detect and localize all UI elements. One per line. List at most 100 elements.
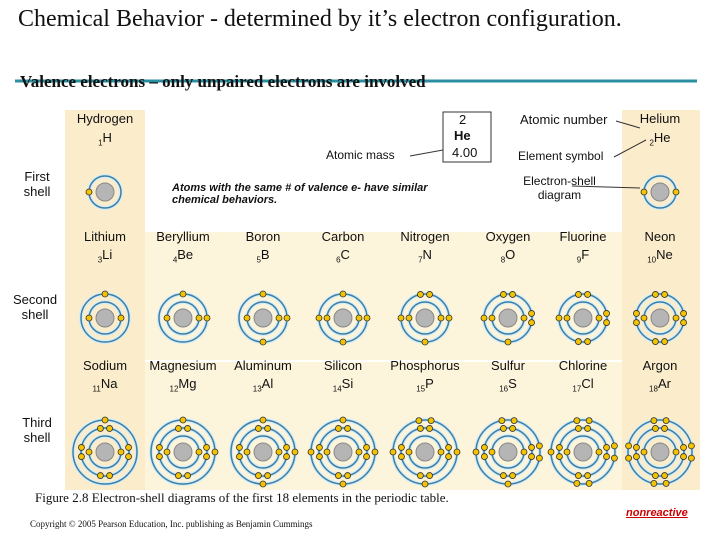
electron <box>509 472 516 479</box>
caption: Figure 2.8 Electron-shell diagrams of th… <box>35 490 449 505</box>
electron <box>355 314 363 322</box>
electron <box>163 448 171 456</box>
electron <box>661 425 668 432</box>
electron <box>203 453 210 460</box>
electron <box>97 472 104 479</box>
shell-ring <box>483 427 533 477</box>
element-symbol-line: 10Ne <box>620 247 700 265</box>
electron <box>371 448 379 456</box>
electron <box>291 448 299 456</box>
shell-ring <box>635 293 685 343</box>
electron <box>415 417 423 424</box>
electron <box>640 188 648 196</box>
title: Chemical Behavior - determined by it’s e… <box>18 6 622 32</box>
electron <box>344 425 351 432</box>
nucleus <box>650 182 670 202</box>
electron <box>472 448 480 456</box>
nucleus <box>573 442 593 462</box>
element-symbol-line: 13Al <box>223 376 303 394</box>
electron <box>500 425 507 432</box>
element-name: Nitrogen <box>400 229 450 244</box>
nucleus <box>173 442 193 462</box>
atomic-number: 9 <box>576 255 582 265</box>
atomic-number: 13 <box>252 384 262 394</box>
electron <box>603 444 610 451</box>
nucleus <box>498 442 518 462</box>
electron <box>595 448 603 456</box>
element-name: Magnesium <box>149 358 217 373</box>
shell-ring <box>80 427 130 477</box>
electron <box>101 290 109 298</box>
electron <box>661 291 668 298</box>
electron <box>547 448 555 456</box>
electron <box>85 314 93 322</box>
electron <box>195 314 203 322</box>
electron <box>661 472 668 479</box>
nucleus <box>95 442 115 462</box>
element-name: Helium <box>639 111 681 126</box>
legend-number: 2 <box>459 112 467 127</box>
atomic-number: 5 <box>256 255 261 265</box>
nucleus <box>333 308 353 328</box>
electron <box>125 444 132 451</box>
element-symbol: N <box>422 247 432 262</box>
element-symbol-line: 8O <box>468 247 548 265</box>
electron <box>264 472 271 479</box>
electron <box>307 448 315 456</box>
legend-mass: 4.00 <box>452 145 478 160</box>
electron <box>255 425 262 432</box>
nucleus <box>173 308 193 328</box>
electron <box>211 448 219 456</box>
electron <box>426 472 433 479</box>
electron <box>650 480 658 487</box>
subtitle: Valence electrons – only unpaired electr… <box>20 72 426 91</box>
electron <box>323 448 331 456</box>
element-symbol: Mg <box>178 376 197 391</box>
element-symbol-line: 7N <box>385 247 465 265</box>
nucleus <box>95 182 115 202</box>
electron <box>405 448 413 456</box>
element-symbol-line: 11Na <box>65 376 145 394</box>
electron <box>339 338 347 346</box>
element-name: Fluorine <box>559 229 607 244</box>
electron <box>510 417 518 424</box>
electron <box>437 314 445 322</box>
electron <box>488 448 496 456</box>
electron <box>633 319 640 326</box>
shell-label: Second shell <box>12 292 58 322</box>
electron <box>335 425 342 432</box>
electron <box>504 338 512 346</box>
element-symbol: Ne <box>656 247 673 262</box>
shell-ring <box>558 427 608 477</box>
shell-ring <box>158 427 208 477</box>
electron <box>662 417 670 424</box>
element-symbol-line: 15P <box>385 376 465 394</box>
electron <box>427 417 435 424</box>
electron <box>236 453 243 460</box>
electron <box>259 480 267 488</box>
electron <box>417 472 424 479</box>
element-symbol-line: 17Cl <box>543 376 623 394</box>
element-symbol: Na <box>100 376 118 391</box>
electron <box>445 453 452 460</box>
electron <box>528 453 535 460</box>
nucleus <box>415 308 435 328</box>
electron <box>283 444 290 451</box>
atomic-number: 8 <box>500 255 506 265</box>
electron <box>662 480 670 487</box>
electron <box>316 453 323 460</box>
electron <box>536 442 543 450</box>
electron <box>573 480 581 487</box>
element-name: Argon <box>642 358 678 373</box>
element-symbol: Al <box>261 376 274 391</box>
electron <box>603 453 610 460</box>
nucleus <box>95 308 115 328</box>
shell-label: Third shell <box>22 415 52 445</box>
atomic-number: 12 <box>169 384 179 394</box>
electron <box>315 314 323 322</box>
element-name: Carbon <box>321 229 365 244</box>
element-symbol-line: 6C <box>303 247 383 265</box>
electron <box>625 454 632 462</box>
electron <box>680 453 687 460</box>
electron <box>203 314 211 322</box>
